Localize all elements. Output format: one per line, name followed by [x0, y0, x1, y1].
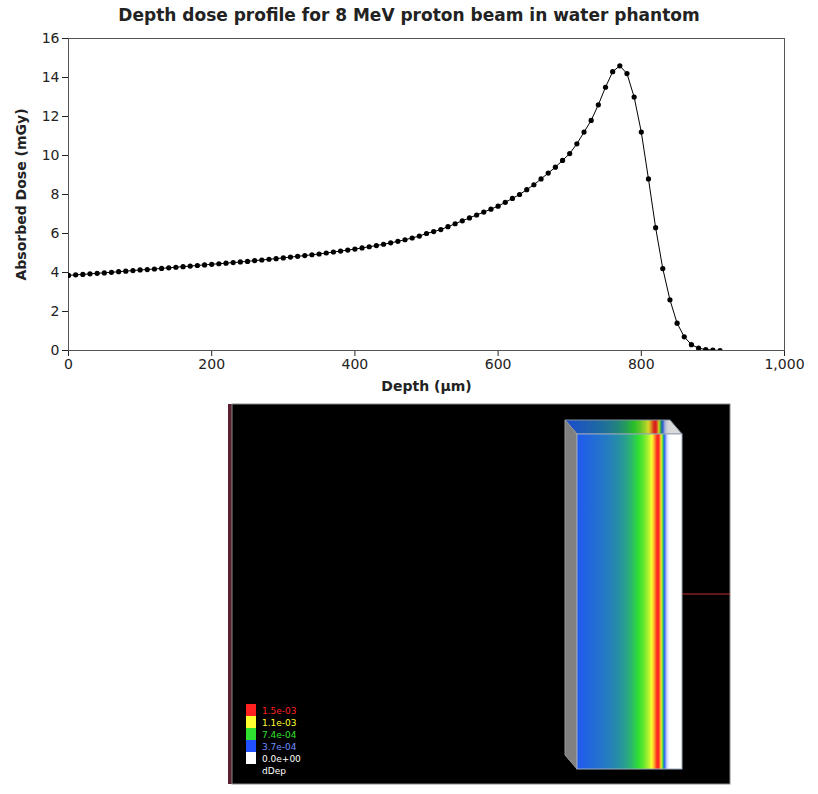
svg-text:16: 16 — [42, 30, 60, 46]
svg-text:0: 0 — [51, 342, 60, 358]
html-text:Depth dose profile for 8 MeV p: Depth dose profile for 8 MeV proton beam… — [118, 5, 700, 25]
svg-text:dDep: dDep — [262, 766, 286, 776]
svg-text:1,000: 1,000 — [764, 356, 804, 372]
svg-text:8: 8 — [51, 186, 60, 202]
svg-text:200: 200 — [198, 356, 225, 372]
svg-text:10: 10 — [42, 147, 60, 163]
svg-text:600: 600 — [485, 356, 512, 372]
svg-text:Absorbed Dose (mGy): Absorbed Dose (mGy) — [13, 108, 29, 280]
svg-text:4: 4 — [51, 264, 60, 280]
svg-text:2: 2 — [51, 303, 60, 319]
svg-text:12: 12 — [42, 108, 60, 124]
svg-text:0: 0 — [64, 356, 73, 372]
svg-text:7.4e-04: 7.4e-04 — [262, 730, 297, 740]
svg-text:0.0e+00: 0.0e+00 — [262, 754, 301, 764]
svg-text:800: 800 — [628, 356, 655, 372]
svg-text:400: 400 — [342, 356, 369, 372]
svg-text:3.7e-04: 3.7e-04 — [262, 742, 297, 752]
svg-text:1.1e-03: 1.1e-03 — [262, 718, 297, 728]
svg-text:Depth (µm): Depth (µm) — [381, 378, 471, 394]
svg-text:6: 6 — [51, 225, 60, 241]
svg-text:14: 14 — [42, 69, 60, 85]
svg-text:1.5e-03: 1.5e-03 — [262, 706, 297, 716]
